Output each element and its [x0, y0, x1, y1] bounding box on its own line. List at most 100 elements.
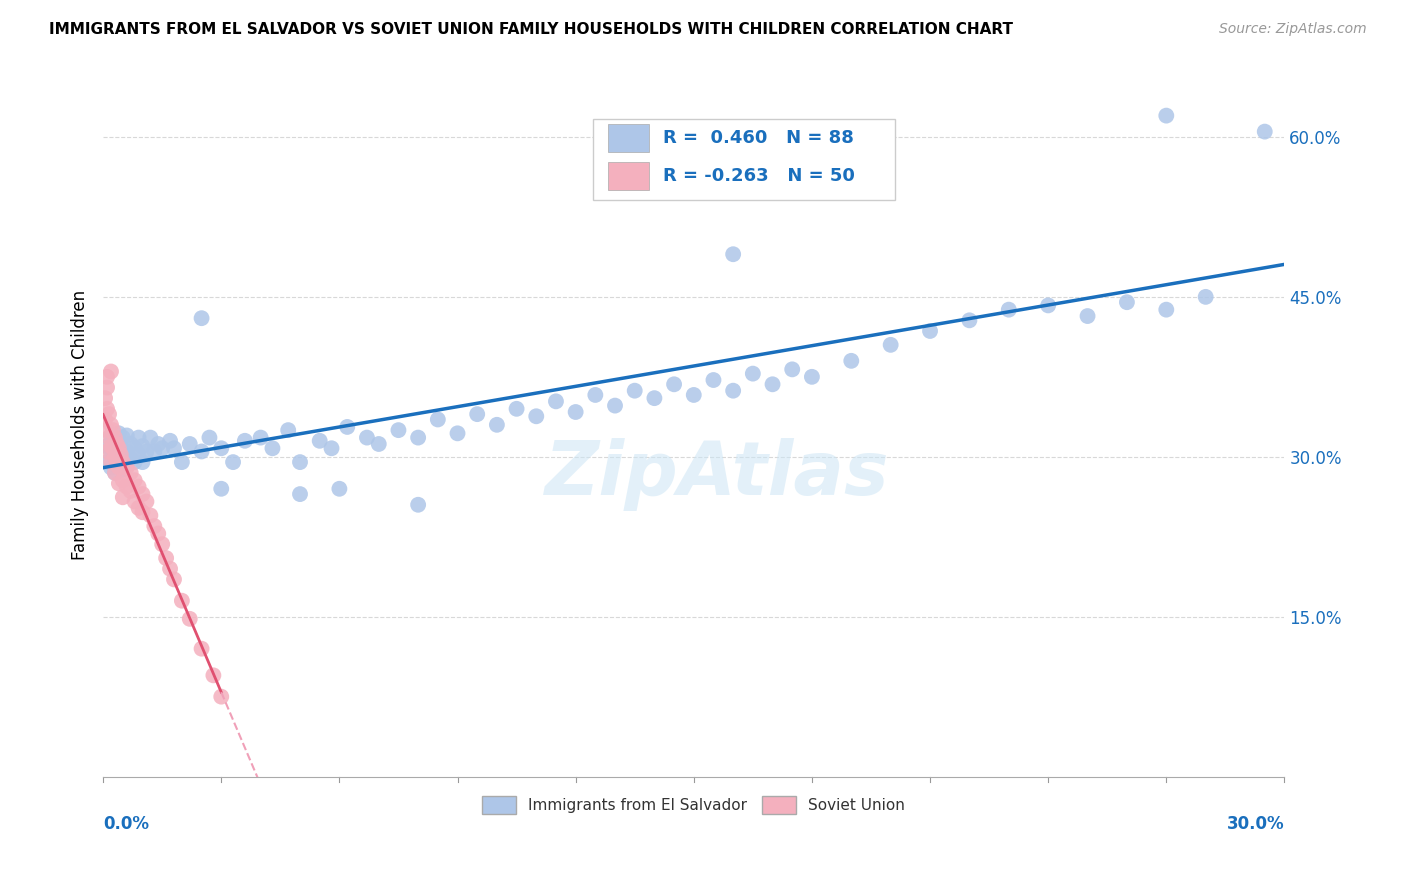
Point: [101, 442, 124, 456]
Point: [163, 573, 186, 587]
Point: [603, 399, 626, 413]
Point: [94, 391, 117, 405]
Point: [108, 476, 131, 491]
Point: [643, 391, 665, 405]
Point: [1036, 298, 1059, 312]
Point: [583, 388, 606, 402]
Point: [879, 338, 901, 352]
Point: [131, 487, 153, 501]
Point: [108, 460, 131, 475]
Point: [100, 364, 122, 378]
Point: [111, 431, 134, 445]
Point: [190, 641, 212, 656]
Point: [155, 551, 177, 566]
Point: [96, 455, 118, 469]
Point: [800, 369, 823, 384]
Point: [190, 444, 212, 458]
Point: [96, 401, 118, 416]
Point: [761, 377, 783, 392]
Point: [277, 423, 299, 437]
Text: R = -0.263   N = 50: R = -0.263 N = 50: [664, 168, 855, 186]
Point: [108, 442, 131, 456]
Point: [918, 324, 941, 338]
Point: [209, 442, 232, 456]
Point: [170, 593, 193, 607]
Point: [170, 455, 193, 469]
Point: [104, 450, 127, 464]
Point: [108, 442, 131, 456]
Point: [108, 426, 131, 441]
Point: [105, 455, 128, 469]
Y-axis label: Family Households with Children: Family Households with Children: [72, 290, 89, 560]
Point: [1077, 309, 1099, 323]
FancyBboxPatch shape: [607, 124, 650, 153]
Point: [100, 444, 122, 458]
Point: [101, 423, 124, 437]
Point: [104, 434, 127, 448]
FancyBboxPatch shape: [593, 119, 894, 200]
Text: 30.0%: 30.0%: [1227, 815, 1285, 833]
Point: [288, 455, 311, 469]
Point: [308, 434, 330, 448]
Point: [328, 482, 350, 496]
Point: [108, 455, 131, 469]
Point: [124, 455, 146, 469]
Point: [202, 668, 225, 682]
Point: [1156, 302, 1178, 317]
Point: [233, 434, 256, 448]
Point: [544, 394, 567, 409]
Point: [336, 420, 359, 434]
Point: [120, 451, 142, 466]
Point: [179, 612, 201, 626]
Point: [406, 431, 429, 445]
Point: [198, 431, 221, 445]
Point: [100, 460, 122, 475]
Point: [128, 431, 150, 445]
Point: [623, 384, 645, 398]
Point: [128, 480, 150, 494]
Point: [741, 367, 763, 381]
Point: [288, 487, 311, 501]
Point: [1254, 125, 1277, 139]
Point: [98, 407, 121, 421]
Text: 0.0%: 0.0%: [103, 815, 149, 833]
Point: [222, 455, 245, 469]
Point: [111, 491, 134, 505]
Point: [96, 380, 118, 394]
Point: [120, 483, 142, 498]
Point: [98, 431, 121, 445]
Legend: Immigrants from El Salvador, Soviet Union: Immigrants from El Salvador, Soviet Unio…: [477, 789, 911, 820]
Point: [446, 426, 468, 441]
Text: R =  0.460   N = 88: R = 0.460 N = 88: [664, 129, 853, 147]
Point: [110, 448, 132, 462]
Point: [96, 369, 118, 384]
Point: [485, 417, 508, 432]
Point: [159, 434, 181, 448]
Point: [96, 439, 118, 453]
Point: [524, 409, 547, 424]
Point: [128, 500, 150, 515]
Point: [135, 444, 157, 458]
Point: [115, 480, 138, 494]
Point: [124, 473, 146, 487]
Point: [321, 442, 343, 456]
Point: [139, 508, 162, 523]
Point: [163, 442, 186, 456]
Point: [115, 460, 138, 475]
Point: [104, 450, 127, 464]
Point: [104, 466, 127, 480]
Point: [702, 373, 724, 387]
Point: [159, 562, 181, 576]
Point: [124, 494, 146, 508]
Point: [387, 423, 409, 437]
Point: [115, 444, 138, 458]
Point: [262, 442, 284, 456]
Point: [104, 466, 127, 480]
Point: [150, 442, 173, 456]
Point: [111, 462, 134, 476]
Point: [179, 437, 201, 451]
Point: [1116, 295, 1139, 310]
Point: [682, 388, 704, 402]
Text: Source: ZipAtlas.com: Source: ZipAtlas.com: [1219, 22, 1367, 37]
Point: [564, 405, 586, 419]
